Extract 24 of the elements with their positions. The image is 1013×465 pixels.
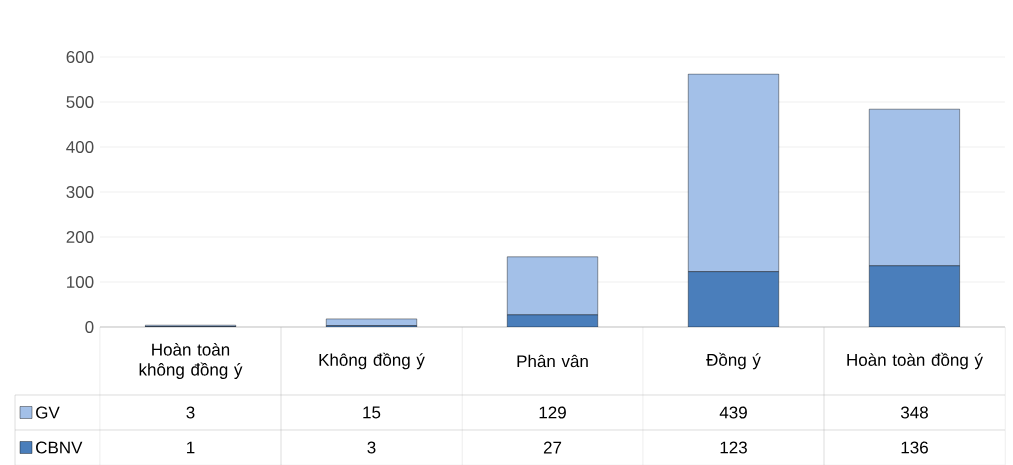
y-tick-label: 400 <box>66 140 94 153</box>
y-tick-label: 100 <box>67 275 94 288</box>
data-label: 3 <box>367 441 376 454</box>
x-tick-label: Phân vân <box>517 354 588 368</box>
legend-label: GV <box>36 406 60 419</box>
x-tick-label: Đồng ý <box>706 352 761 370</box>
data-label: 3 <box>186 406 195 419</box>
data-label: 136 <box>901 441 928 454</box>
data-label: 15 <box>363 406 381 419</box>
y-tick-label: 600 <box>66 50 94 63</box>
y-tick-label: 200 <box>66 230 94 243</box>
x-tick-label: Hoàn toàn không đồng ý <box>139 342 243 379</box>
y-tick-label: 500 <box>66 95 94 108</box>
data-label: 27 <box>543 441 562 454</box>
y-tick-label: 0 <box>85 320 94 333</box>
data-label: 348 <box>900 406 928 419</box>
x-tick-label: Hoàn toàn đồng ý <box>847 352 983 370</box>
y-tick-label: 300 <box>66 185 94 198</box>
data-label: 123 <box>720 441 747 454</box>
data-label: 439 <box>719 406 747 419</box>
data-label: 1 <box>187 441 195 454</box>
data-label: 129 <box>539 406 566 419</box>
legend-label: CBNV <box>36 441 83 454</box>
x-tick-label: Không đồng ý <box>319 352 425 370</box>
